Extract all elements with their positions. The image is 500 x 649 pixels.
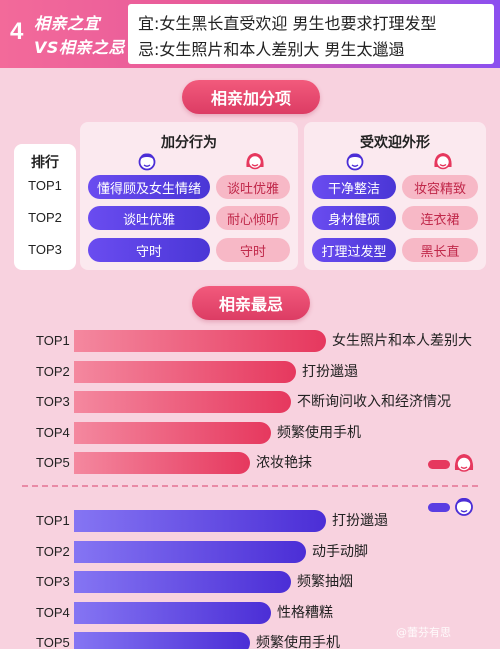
- header-title-bad: VS相亲之忌: [34, 38, 125, 57]
- taboo-item-label: 女生照片和本人差别大: [332, 333, 472, 349]
- male-taboo-bar: [74, 571, 291, 593]
- rank-label: TOP3: [36, 574, 70, 589]
- rank-header: 排行: [31, 155, 59, 171]
- behavior-female-tag: 谈吐优雅: [216, 175, 290, 199]
- taboo-item-label: 浓妆艳抹: [256, 455, 312, 471]
- male-face-icon: [455, 497, 473, 516]
- bonus-section-title: 相亲加分项: [182, 80, 320, 114]
- female-taboo-bar: [74, 421, 271, 444]
- appearance-female-tag: 连衣裙: [402, 206, 478, 230]
- taboo-item-label: 频繁使用手机: [277, 424, 361, 441]
- appearance-male-tag: 干净整洁: [312, 175, 396, 199]
- appearance-panel: 受欢迎外形 干净整洁 妆容精致 身材健硕 连衣裙 打理过发型 黑长直: [304, 122, 486, 270]
- rank-cell: TOP1: [28, 178, 62, 193]
- rank-label: TOP1: [36, 513, 70, 528]
- rank-label: TOP4: [36, 604, 70, 620]
- female-legend-bar: [428, 460, 450, 469]
- behavior-panel-title: 加分行为: [161, 135, 217, 151]
- behavior-male-tag: 懂得顾及女生情绪: [88, 175, 210, 199]
- behavior-female-tag: 守时: [216, 238, 290, 262]
- female-taboo-bar: [74, 330, 326, 352]
- header-banner: 4 相亲之宜 VS相亲之忌 宜:女生黑长直受欢迎 男生也要求打理发型 忌:女生照…: [0, 0, 500, 68]
- rank-label: TOP1: [36, 333, 70, 348]
- taboo-item-label: 打扮邋遢: [302, 363, 358, 380]
- behavior-male-tag: 谈吐优雅: [88, 206, 210, 230]
- female-face-icon: [246, 153, 264, 170]
- watermark: @蕾芬有思: [396, 626, 451, 639]
- male-face-icon: [346, 153, 364, 171]
- behavior-male-tag: 守时: [88, 238, 210, 262]
- header-good-line: 宜:女生黑长直受欢迎 男生也要求打理发型: [138, 14, 437, 33]
- female-face-icon: [454, 454, 474, 472]
- gender-divider: [22, 485, 478, 487]
- rank-label: TOP5: [36, 455, 70, 470]
- male-taboo-bar: [74, 601, 271, 624]
- header-summary-panel: 宜:女生黑长直受欢迎 男生也要求打理发型 忌:女生照片和本人差别大 男生太邋遢: [128, 4, 494, 64]
- rank-label: TOP3: [36, 394, 70, 409]
- header-bad-line: 忌:女生照片和本人差别大 男生太邋遢: [138, 40, 405, 59]
- appearance-female-tag: 妆容精致: [402, 175, 478, 199]
- appearance-male-tag: 打理过发型: [312, 238, 396, 262]
- taboo-item-label: 动手动脚: [312, 543, 368, 560]
- taboo-item-label: 频繁抽烟: [297, 574, 353, 590]
- female-taboo-bar: [74, 452, 250, 474]
- rank-column: 排行 TOP1 TOP2 TOP3: [14, 144, 76, 270]
- male-face-icon: [138, 153, 156, 171]
- male-legend-bar: [428, 503, 450, 512]
- rank-cell: TOP2: [28, 210, 62, 225]
- taboo-item-label: 性格糟糕: [277, 604, 333, 621]
- rank-label: TOP2: [36, 543, 70, 559]
- rank-label: TOP2: [36, 363, 70, 379]
- taboo-item-label: 频繁使用手机: [256, 635, 340, 649]
- appearance-female-tag: 黑长直: [402, 238, 478, 262]
- taboo-item-label: 打扮邋遢: [332, 513, 388, 529]
- male-taboo-bar: [74, 632, 250, 649]
- behavior-panel: 加分行为 懂得顾及女生情绪 谈吐优雅 谈吐优雅 耐心倾听 守时 守时: [80, 122, 298, 270]
- female-taboo-bar: [74, 360, 296, 383]
- taboo-item-label: 不断询问收入和经济情况: [297, 394, 451, 410]
- behavior-female-tag: 耐心倾听: [216, 206, 290, 230]
- header-title-good: 相亲之宜: [34, 14, 101, 33]
- male-taboo-bar: [74, 540, 306, 563]
- rank-cell: TOP3: [28, 242, 62, 257]
- section-number: 4: [10, 18, 24, 45]
- appearance-male-tag: 身材健硕: [312, 206, 396, 230]
- appearance-panel-title: 受欢迎外形: [360, 135, 430, 151]
- rank-label: TOP5: [36, 635, 70, 649]
- male-taboo-bar: [74, 510, 326, 532]
- female-taboo-bar: [74, 391, 291, 413]
- taboo-section-title: 相亲最忌: [192, 286, 310, 320]
- female-face-icon: [434, 153, 452, 170]
- rank-label: TOP4: [36, 424, 70, 440]
